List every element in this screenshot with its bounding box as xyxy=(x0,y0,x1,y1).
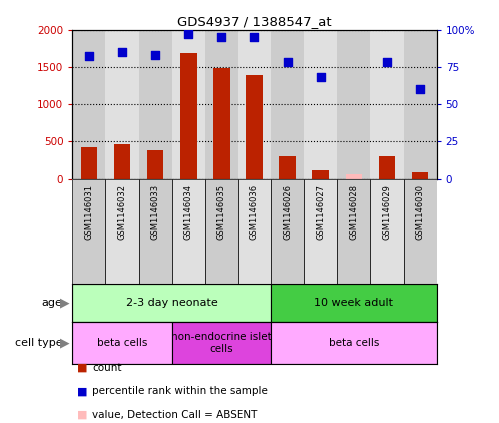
Bar xyxy=(105,30,139,179)
Bar xyxy=(246,75,263,179)
Title: GDS4937 / 1388547_at: GDS4937 / 1388547_at xyxy=(177,16,332,28)
Bar xyxy=(72,322,172,364)
Point xyxy=(416,86,424,93)
Bar xyxy=(337,30,370,179)
Text: ▶: ▶ xyxy=(60,336,70,349)
Text: ■: ■ xyxy=(77,363,88,373)
Bar xyxy=(147,150,163,179)
Bar xyxy=(304,30,337,179)
Bar xyxy=(404,30,437,179)
Point xyxy=(317,74,325,81)
Bar xyxy=(238,30,271,179)
Bar xyxy=(271,30,304,179)
Text: beta cells: beta cells xyxy=(97,338,147,348)
Point xyxy=(250,34,258,41)
Text: beta cells: beta cells xyxy=(329,338,379,348)
Bar xyxy=(114,144,130,179)
Bar xyxy=(81,148,97,179)
Bar xyxy=(205,30,238,179)
Bar xyxy=(379,156,395,179)
Bar xyxy=(172,30,205,179)
Bar xyxy=(271,322,437,364)
Bar xyxy=(404,179,437,284)
Text: 2-3 day neonate: 2-3 day neonate xyxy=(126,298,218,308)
Bar xyxy=(370,179,404,284)
Text: cell type: cell type xyxy=(15,338,62,348)
Text: GSM1146030: GSM1146030 xyxy=(416,184,425,240)
Point xyxy=(283,59,291,66)
Bar xyxy=(180,53,197,179)
Bar xyxy=(72,30,105,179)
Bar xyxy=(337,179,370,284)
Text: ■: ■ xyxy=(77,386,88,396)
Bar xyxy=(271,284,437,322)
Text: ■: ■ xyxy=(77,409,88,420)
Bar xyxy=(105,179,139,284)
Bar xyxy=(172,322,271,364)
Bar xyxy=(172,179,205,284)
Bar xyxy=(72,179,105,284)
Bar xyxy=(238,179,271,284)
Point xyxy=(184,31,192,38)
Text: percentile rank within the sample: percentile rank within the sample xyxy=(92,386,268,396)
Bar xyxy=(312,170,329,179)
Text: value, Detection Call = ABSENT: value, Detection Call = ABSENT xyxy=(92,409,257,420)
Point xyxy=(85,53,93,60)
Text: GSM1146028: GSM1146028 xyxy=(349,184,358,240)
Text: GSM1146036: GSM1146036 xyxy=(250,184,259,240)
Text: GSM1146032: GSM1146032 xyxy=(118,184,127,240)
Text: GSM1146034: GSM1146034 xyxy=(184,184,193,240)
Text: GSM1146026: GSM1146026 xyxy=(283,184,292,240)
Point xyxy=(218,34,226,41)
Bar xyxy=(412,172,428,179)
Bar xyxy=(304,179,337,284)
Bar xyxy=(271,179,304,284)
Bar xyxy=(370,30,404,179)
Text: count: count xyxy=(92,363,122,373)
Point xyxy=(118,49,126,55)
Bar xyxy=(279,156,296,179)
Text: GSM1146035: GSM1146035 xyxy=(217,184,226,240)
Text: GSM1146027: GSM1146027 xyxy=(316,184,325,240)
Text: GSM1146033: GSM1146033 xyxy=(151,184,160,240)
Bar xyxy=(139,179,172,284)
Bar xyxy=(72,284,271,322)
Text: age: age xyxy=(41,298,62,308)
Text: 10 week adult: 10 week adult xyxy=(314,298,393,308)
Bar xyxy=(205,179,238,284)
Text: GSM1146029: GSM1146029 xyxy=(382,184,391,240)
Text: non-endocrine islet
cells: non-endocrine islet cells xyxy=(171,332,272,354)
Text: ▶: ▶ xyxy=(60,296,70,309)
Text: GSM1146031: GSM1146031 xyxy=(84,184,93,240)
Bar xyxy=(139,30,172,179)
Point xyxy=(151,52,159,58)
Bar xyxy=(345,173,362,179)
Point xyxy=(383,59,391,66)
Bar xyxy=(213,68,230,179)
